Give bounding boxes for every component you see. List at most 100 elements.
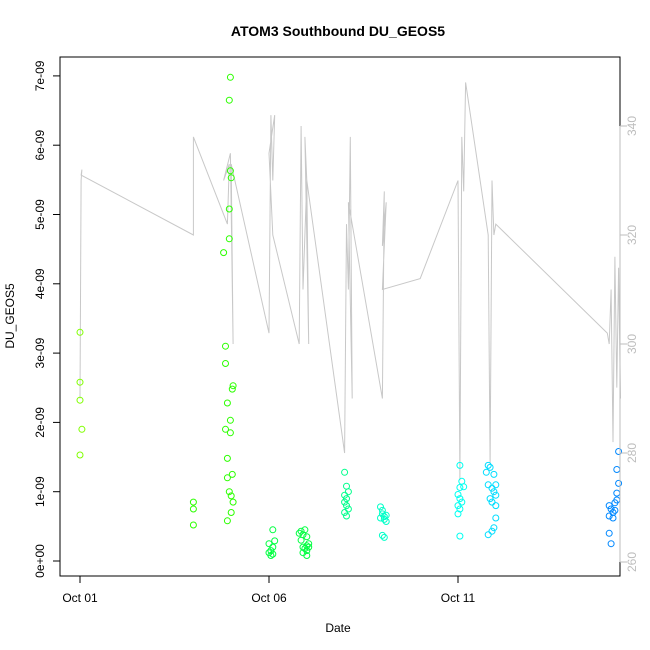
data-point (343, 502, 350, 510)
data-point (488, 484, 496, 492)
data-point (344, 505, 352, 513)
data-point (227, 509, 235, 516)
chart-title: ATOM3 Southbound DU_GEOS5 (231, 23, 445, 39)
plot-area (59, 56, 621, 577)
temperature-trace-layer (79, 82, 621, 481)
data-point (488, 527, 496, 535)
data-point (189, 505, 197, 513)
y-tick-label-right: 300 (625, 334, 639, 354)
data-point (484, 531, 492, 539)
data-point (271, 537, 279, 545)
data-point (226, 429, 234, 437)
y-tick-label-left: 0e+00 (33, 544, 47, 578)
data-point (222, 425, 229, 433)
data-point (341, 468, 349, 476)
temperature-trace-line (79, 82, 621, 481)
data-point (225, 96, 233, 104)
data-point (611, 506, 619, 514)
data-point (490, 488, 498, 496)
data-point (297, 527, 305, 535)
data-point (225, 235, 233, 243)
data-point (225, 488, 233, 496)
data-point (299, 531, 307, 539)
data-point (305, 540, 313, 548)
data-point (76, 328, 84, 336)
x-axis: Oct 01 Oct 06 Oct 11 (62, 575, 476, 605)
data-point (189, 521, 197, 529)
data-point (229, 382, 237, 390)
data-point (486, 463, 494, 471)
data-point (490, 470, 498, 478)
data-point (607, 540, 615, 548)
y-tick-label-left: 4e-09 (33, 268, 47, 299)
data-point (456, 495, 464, 503)
data-point (303, 533, 311, 541)
data-point (454, 491, 462, 498)
y-tick-label-right: 320 (625, 225, 639, 245)
data-point (377, 503, 384, 511)
data-point (484, 461, 492, 469)
data-point (303, 552, 311, 559)
data-point (490, 524, 498, 532)
data-point (454, 510, 462, 518)
y-tick-label-left: 7e-09 (33, 60, 47, 91)
data-point (492, 481, 500, 489)
data-point (456, 532, 464, 540)
y-axis-left: 0e+00 1e-09 2e-09 3e-09 4e-09 5e-09 6e-09 7e-09 (33, 60, 61, 578)
data-point (341, 498, 349, 506)
y-tick-label-left: 3e-09 (33, 337, 47, 368)
data-point (492, 514, 500, 522)
data-point (267, 547, 275, 555)
data-point (609, 514, 617, 522)
data-point (486, 495, 494, 503)
data-point (605, 502, 613, 510)
data-point (488, 498, 496, 506)
data-point (267, 552, 275, 559)
data-point (299, 543, 307, 551)
data-point (222, 360, 229, 367)
data-point (341, 509, 349, 516)
y-axis-label: DU_GEOS5 (3, 283, 17, 349)
data-point (227, 492, 235, 500)
data-point (226, 167, 234, 175)
data-point (225, 205, 233, 213)
data-point (456, 484, 464, 491)
data-point (605, 512, 613, 520)
data-point (377, 514, 384, 522)
data-point (269, 543, 277, 551)
data-point (227, 174, 235, 182)
data-point (380, 533, 388, 541)
y-tick-label-left: 1e-09 (33, 476, 47, 507)
data-point (613, 489, 621, 497)
data-point (229, 498, 237, 506)
y-tick-label-right: 260 (625, 552, 639, 572)
data-point (223, 474, 231, 482)
y-tick-label-left: 2e-09 (33, 407, 47, 438)
data-point (76, 378, 84, 386)
x-axis-label: Date (325, 621, 351, 635)
data-point (222, 342, 229, 350)
data-point (269, 550, 277, 558)
data-point (295, 529, 303, 537)
data-point (343, 495, 350, 503)
x-tick-label: Oct 01 (62, 591, 98, 605)
data-point (223, 399, 231, 407)
data-point (382, 511, 390, 519)
data-point (303, 547, 311, 555)
data-point (78, 425, 86, 433)
y-tick-label-right: 340 (625, 116, 639, 136)
points-layer (76, 73, 623, 559)
data-point (378, 531, 386, 539)
data-point (380, 515, 388, 523)
data-point (605, 529, 613, 537)
x-tick-label: Oct 11 (441, 591, 476, 605)
data-point (343, 512, 350, 520)
data-point (76, 451, 84, 459)
y-tick-label-left: 5e-09 (33, 199, 47, 230)
y-tick-label-right: 280 (625, 443, 639, 463)
data-point (613, 466, 621, 473)
x-tick-label: Oct 06 (251, 591, 287, 605)
y-axis-right: 260 280 300 320 340 (619, 116, 639, 572)
y-tick-label-left: 6e-09 (33, 130, 47, 161)
data-point (226, 73, 234, 81)
